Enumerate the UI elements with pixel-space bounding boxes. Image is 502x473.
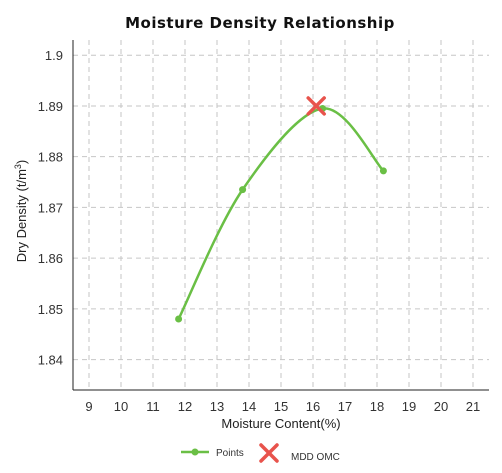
x-tick-label: 14 (242, 399, 256, 414)
legend-mdd-icon (259, 443, 279, 463)
legend-points-label: Points (216, 448, 244, 459)
grid (73, 40, 489, 390)
y-tick-label: 1.9 (45, 48, 63, 63)
x-tick-label: 20 (434, 399, 448, 414)
data-point (175, 315, 183, 323)
x-tick-label: 17 (338, 399, 352, 414)
legend-mdd-label: MDD OMC (291, 452, 340, 463)
y-tick-label: 1.85 (38, 302, 63, 317)
y-tick-label: 1.87 (38, 200, 63, 215)
y-tick-label: 1.89 (38, 99, 63, 114)
y-axis-label-sup: 3 (13, 164, 23, 169)
y-tick-label: 1.88 (38, 150, 63, 165)
x-tick-label: 10 (114, 399, 128, 414)
x-tick-label: 21 (466, 399, 480, 414)
legend: Points MDD OMC (181, 443, 340, 463)
mdd-omc-stroke (306, 96, 326, 116)
data-point (239, 186, 247, 194)
series-line (177, 107, 385, 320)
data-point (379, 167, 387, 175)
y-tick-label: 1.86 (38, 251, 63, 266)
x-tick-label: 11 (146, 399, 160, 414)
y-tick-label: 1.84 (38, 353, 63, 368)
legend-points-dot (191, 448, 199, 456)
x-tick-label: 15 (274, 399, 288, 414)
x-tick-label: 19 (402, 399, 416, 414)
x-tick-label: 9 (85, 399, 92, 414)
axes (72, 40, 489, 391)
x-tick-label: 13 (210, 399, 224, 414)
x-axis-label: Moisture Content(%) (221, 416, 340, 431)
y-axis-label-base: Dry Density (t/m (14, 169, 29, 262)
x-tick-label: 16 (306, 399, 320, 414)
x-tick-label: 12 (178, 399, 192, 414)
chart-title: Moisture Density Relationship (125, 14, 395, 32)
x-tick-label: 18 (370, 399, 384, 414)
y-axis-label: Dry Density (t/m3) (13, 160, 29, 263)
mdd-omc-marker (306, 96, 326, 116)
tick-labels: 9 10 11 12 13 14 15 16 17 18 19 20 21 1.84 1.85 1.86 1.8… (38, 48, 481, 414)
y-axis-label-close: ) (14, 160, 29, 164)
